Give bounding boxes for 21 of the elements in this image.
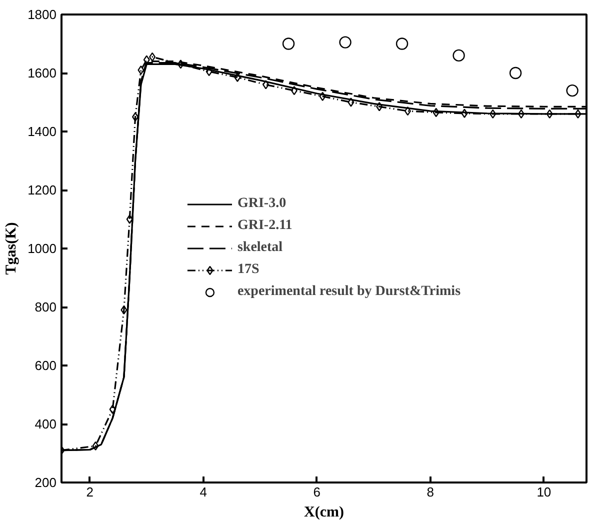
x-tick-label: 6	[313, 484, 321, 500]
x-tick-label: 10	[536, 484, 552, 500]
y-tick-label: 1400	[28, 124, 56, 139]
x-tick-label: 8	[426, 484, 434, 500]
x-axis-title: X(cm)	[304, 504, 344, 520]
y-tick-label: 400	[34, 416, 57, 432]
y-axis-title: Tgas(K)	[4, 222, 20, 275]
y-tick-label: 1200	[28, 182, 56, 198]
y-tick-label: 1000	[28, 241, 56, 256]
legend-label: GRI-2.11	[237, 218, 292, 234]
y-tick-label: 1800	[28, 7, 56, 22]
y-tick-label: 200	[34, 475, 57, 490]
legend-label: skeletal	[237, 240, 283, 256]
legend-label: experimental result by Durst&Trimis	[237, 284, 461, 300]
x-tick-label: 4	[200, 484, 208, 500]
y-tick-label: 600	[34, 358, 57, 373]
y-tick-label: 1600	[28, 66, 56, 80]
legend-label: GRI-3.0	[237, 196, 286, 212]
y-tick-label: 800	[34, 300, 57, 314]
legend-label: 17S	[237, 262, 260, 278]
x-tick-label: 2	[86, 484, 94, 500]
